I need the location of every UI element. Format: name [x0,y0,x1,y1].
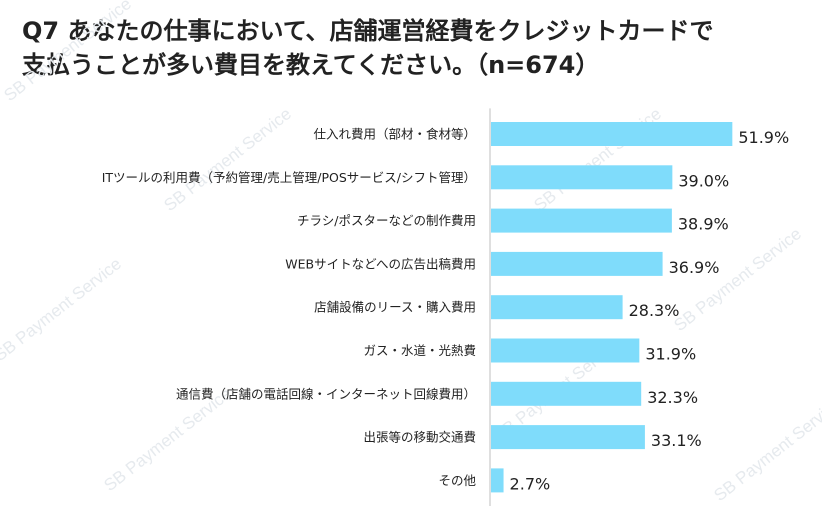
value-label: 28.3% [629,301,680,320]
category-label: 店舗設備のリース・購入費用 [314,300,476,315]
value-label: 38.9% [678,215,729,234]
bar [491,468,504,493]
bar [491,425,645,450]
category-label: 仕入れ費用（部材・食材等） [313,127,476,142]
bar [491,165,673,190]
bar [491,208,672,233]
category-label: その他 [438,473,476,488]
bar [491,122,733,146]
bar [491,338,640,363]
value-label: 39.0% [678,171,729,190]
title-line-1: Q7 あなたの仕事において、店舗運営経費をクレジットカードで [22,17,714,45]
value-label: 32.3% [647,388,698,407]
category-label: 通信費（店舗の電話回線・インターネット回線費用） [176,386,476,401]
title-line-2: 支払うことが多い費目を教えてください。（n=674） [22,51,600,79]
value-label: 36.9% [669,258,720,277]
value-label: 51.9% [738,128,789,147]
category-label: 出張等の移動交通費 [363,430,476,445]
category-label: WEBサイトなどへの広告出稿費用 [285,256,476,271]
bar [491,251,663,276]
value-label: 2.7% [510,474,551,493]
category-label: ITツールの利用費（予約管理/売上管理/POSサービス/シフト管理） [102,170,476,185]
chart-title: Q7 あなたの仕事において、店舗運営経費をクレジットカードで 支払うことが多い費… [22,14,812,82]
category-label: チラシ/ポスターなどの制作費用 [297,213,476,228]
category-label: ガス・水道・光熱費 [363,343,476,358]
bar [491,381,642,406]
bar [491,295,623,320]
value-label: 31.9% [645,345,696,364]
value-label: 33.1% [651,431,702,450]
